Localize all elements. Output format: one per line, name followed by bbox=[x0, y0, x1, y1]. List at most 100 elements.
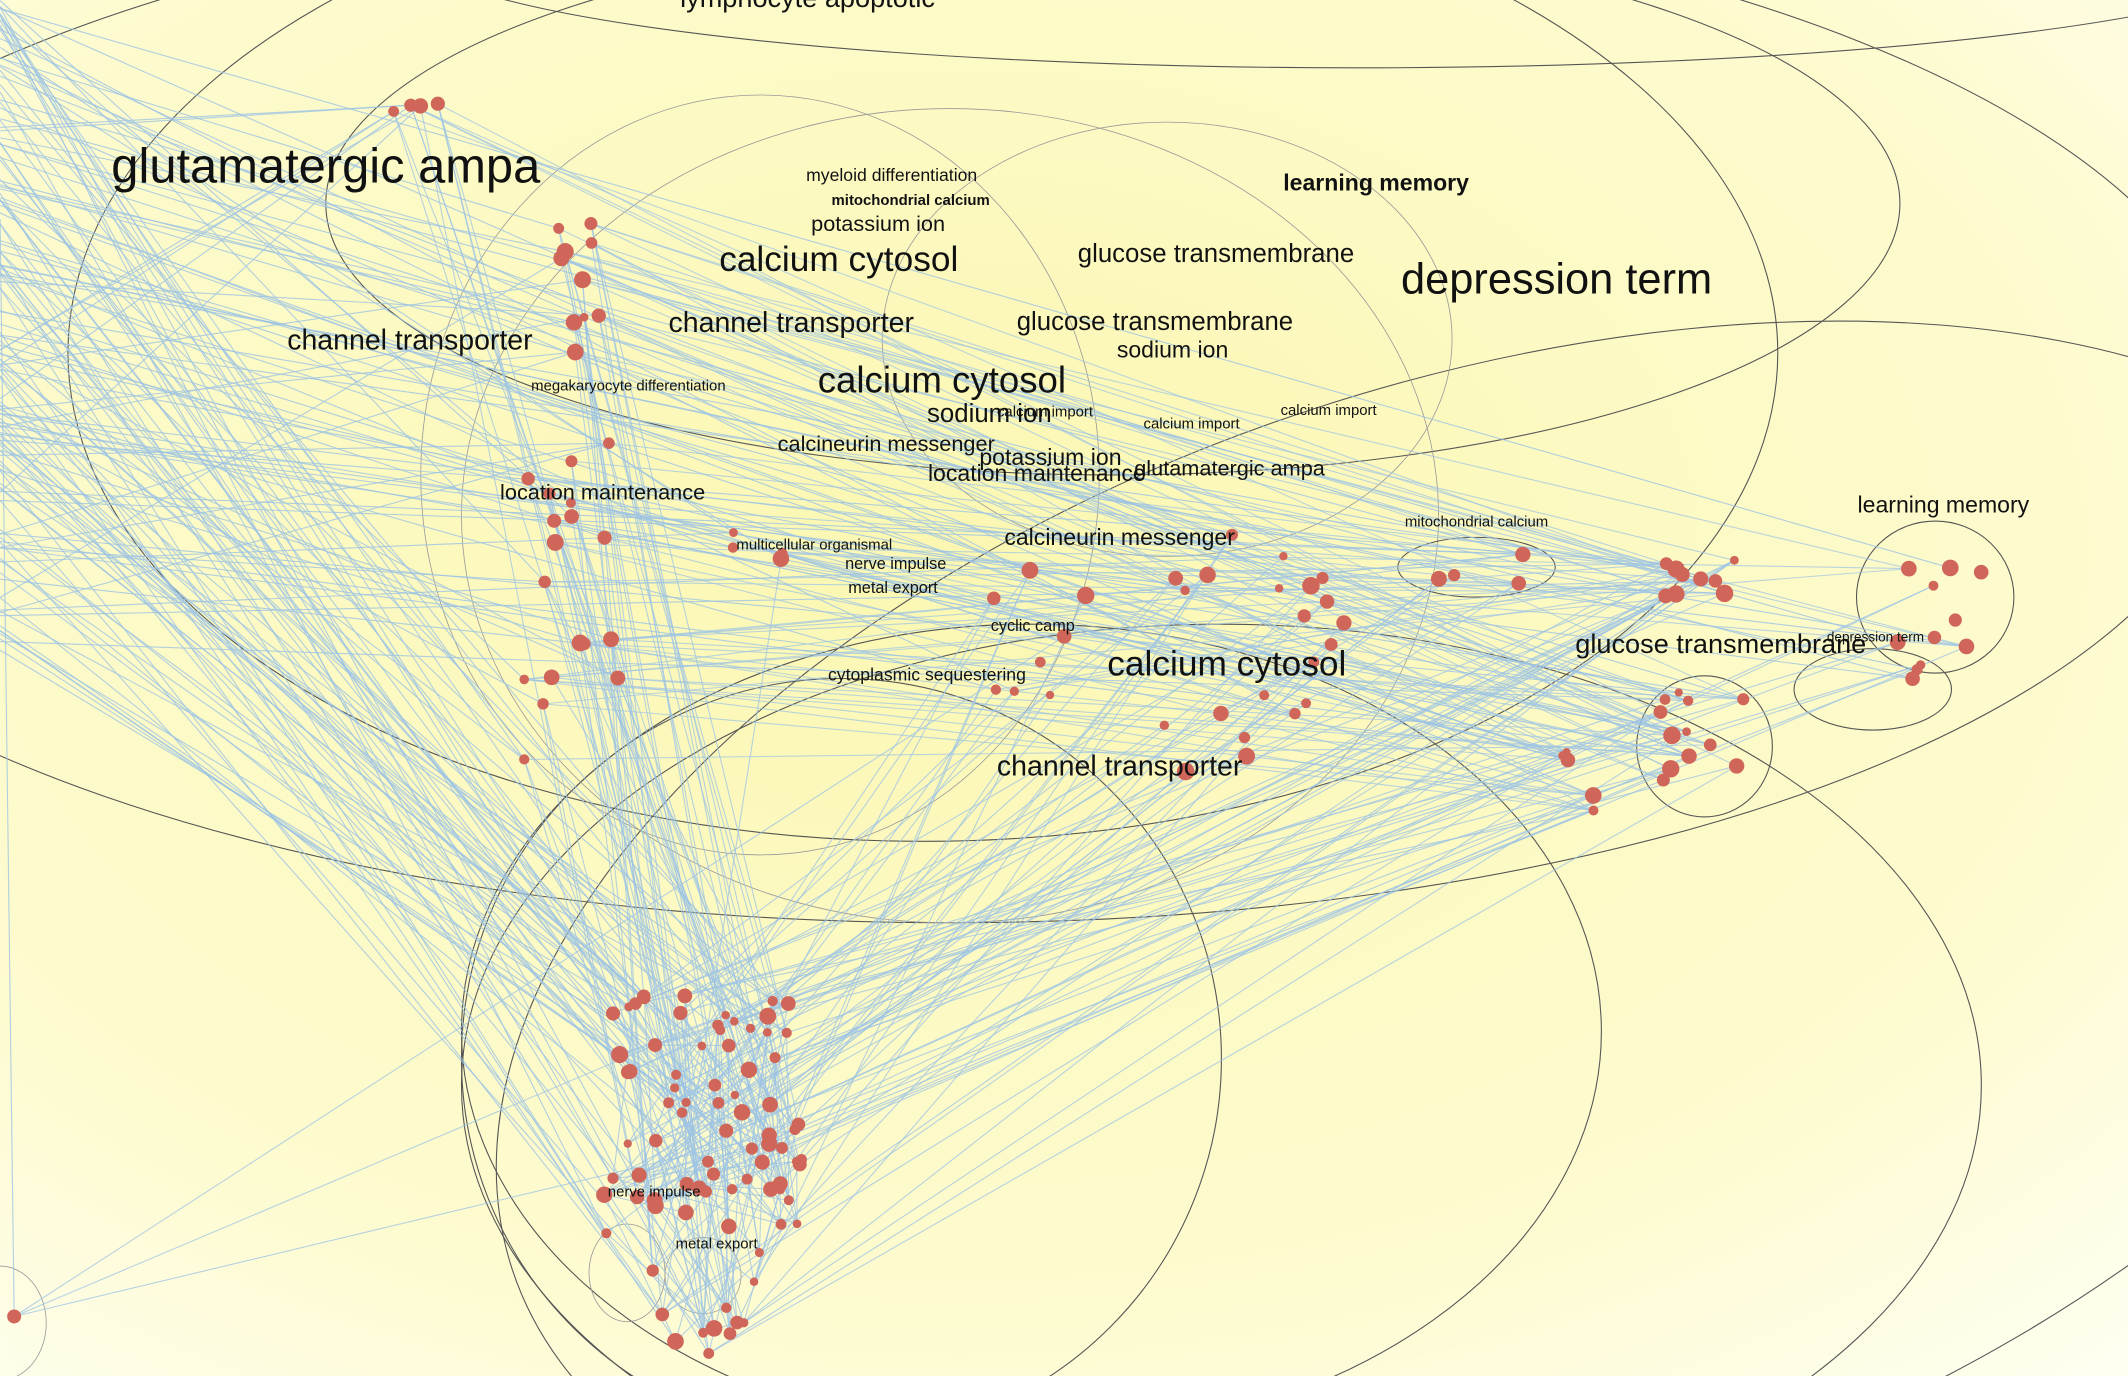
node bbox=[673, 1005, 688, 1021]
edge bbox=[0, 137, 566, 253]
label: depression term bbox=[1401, 256, 1712, 304]
edge bbox=[725, 669, 1918, 1132]
node bbox=[584, 217, 598, 231]
node bbox=[1511, 575, 1527, 591]
node bbox=[691, 1180, 707, 1196]
edge bbox=[680, 641, 1898, 1014]
node bbox=[610, 670, 626, 686]
edge bbox=[731, 559, 1735, 1190]
edge bbox=[769, 810, 1594, 1145]
node bbox=[412, 98, 429, 114]
edge bbox=[0, 442, 610, 614]
edge bbox=[555, 541, 1567, 753]
node bbox=[987, 591, 1001, 606]
edge bbox=[0, 376, 663, 1315]
edge bbox=[684, 661, 1315, 997]
node bbox=[741, 1173, 753, 1185]
edge bbox=[674, 1032, 787, 1089]
label: channel transporter bbox=[669, 307, 915, 339]
edge bbox=[13, 1014, 726, 1317]
node bbox=[789, 1123, 801, 1136]
edge bbox=[558, 228, 716, 1086]
edge bbox=[605, 1232, 715, 1329]
node bbox=[571, 634, 589, 652]
edge bbox=[654, 765, 1737, 1046]
edge bbox=[393, 111, 796, 1130]
edge bbox=[0, 460, 670, 1104]
outline bbox=[1397, 536, 1556, 598]
edge bbox=[0, 20, 525, 760]
edge bbox=[410, 104, 1673, 736]
node bbox=[546, 533, 564, 551]
label: metal export bbox=[676, 1235, 759, 1252]
edge bbox=[0, 271, 743, 1113]
node bbox=[1009, 686, 1019, 696]
edge bbox=[571, 460, 1677, 570]
node bbox=[1588, 805, 1599, 816]
label: calcium cytosol bbox=[818, 359, 1066, 400]
edge bbox=[0, 409, 618, 679]
node bbox=[1663, 726, 1681, 745]
label: multicellular organismal bbox=[736, 536, 892, 553]
edge bbox=[544, 581, 1725, 594]
node bbox=[762, 1096, 778, 1113]
edge bbox=[0, 358, 776, 1058]
node bbox=[649, 1133, 663, 1148]
node bbox=[605, 1006, 621, 1021]
edge bbox=[753, 534, 1233, 1283]
edge bbox=[617, 677, 751, 1029]
edge bbox=[604, 578, 1701, 1196]
node bbox=[565, 497, 576, 508]
edge bbox=[580, 642, 1594, 812]
label: glucose transmembrane bbox=[1078, 240, 1354, 268]
node bbox=[1213, 705, 1229, 722]
node bbox=[1430, 570, 1447, 587]
label: calcineurin messenger bbox=[778, 431, 995, 456]
edge bbox=[565, 251, 1716, 582]
edge bbox=[0, 101, 776, 1058]
node bbox=[781, 1027, 792, 1038]
node bbox=[1889, 634, 1906, 651]
edge bbox=[0, 536, 636, 1005]
node bbox=[759, 1007, 777, 1025]
edge bbox=[570, 502, 771, 1105]
node bbox=[1653, 705, 1668, 719]
node bbox=[1927, 630, 1942, 645]
edge bbox=[0, 316, 585, 428]
node bbox=[667, 1333, 684, 1350]
edge bbox=[0, 369, 1679, 693]
edges bbox=[0, 0, 1967, 1354]
label: potassium ion bbox=[979, 444, 1121, 470]
node bbox=[776, 548, 788, 559]
label: cytoplasmic sequestering bbox=[828, 664, 1026, 684]
node bbox=[519, 754, 530, 765]
edge bbox=[684, 995, 707, 1192]
labels: lymphocyte apoptotic glutamatergic ampa … bbox=[111, 0, 2029, 1252]
edge bbox=[437, 103, 700, 1189]
edge bbox=[0, 490, 1523, 556]
edge bbox=[0, 223, 710, 1354]
edge bbox=[582, 279, 1967, 648]
node bbox=[388, 105, 400, 117]
node bbox=[1737, 693, 1750, 706]
node bbox=[1728, 758, 1745, 774]
node bbox=[663, 1097, 675, 1109]
edge bbox=[655, 1205, 738, 1323]
label: calcium cytosol bbox=[719, 240, 958, 279]
node bbox=[1729, 555, 1739, 565]
edge bbox=[0, 649, 656, 1046]
node bbox=[745, 1023, 756, 1034]
node bbox=[676, 1107, 688, 1118]
node bbox=[1656, 773, 1670, 787]
edge bbox=[410, 104, 1744, 700]
label: calcium import bbox=[997, 403, 1094, 420]
edge bbox=[675, 570, 1031, 1076]
node bbox=[543, 487, 556, 500]
node bbox=[607, 1172, 619, 1184]
node bbox=[1308, 656, 1320, 668]
edge bbox=[0, 99, 1898, 643]
edge bbox=[675, 559, 1735, 1076]
edge bbox=[573, 321, 1567, 753]
edge bbox=[652, 1029, 721, 1271]
